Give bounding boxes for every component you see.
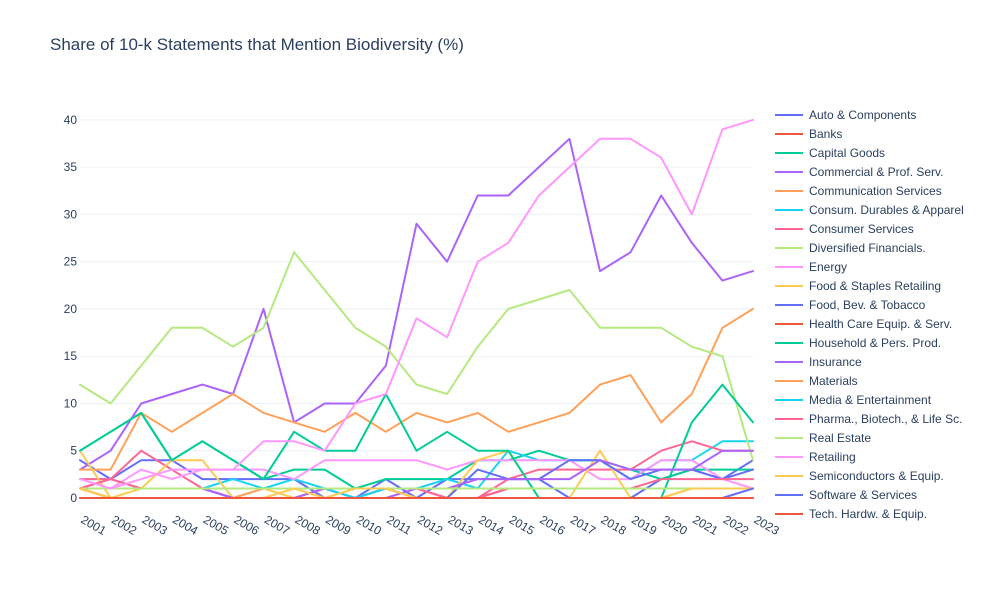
legend-item[interactable]: Food, Bev. & Tobacco [775, 298, 926, 312]
x-tick-label: 2010 [354, 512, 384, 538]
legend-item[interactable]: Commercial & Prof. Serv. [775, 165, 943, 179]
x-tick-label: 2017 [568, 512, 598, 538]
legend-item[interactable]: Energy [775, 260, 847, 274]
legend-item[interactable]: Consum. Durables & Apparel [775, 203, 964, 217]
series-line-4 [79, 307, 754, 471]
series-line-7 [79, 251, 754, 462]
x-tick-label: 2023 [752, 512, 782, 538]
x-tick-label: 2013 [446, 512, 476, 538]
series-line-14 [79, 487, 754, 499]
x-tick-label: 2012 [415, 512, 445, 538]
legend-label: Commercial & Prof. Serv. [809, 165, 943, 179]
legend-label: Household & Pers. Prod. [809, 336, 941, 350]
y-tick-label: 35 [64, 160, 78, 174]
x-tick-label: 2011 [384, 512, 414, 537]
legend-label: Food & Staples Retailing [809, 279, 941, 293]
legend-label: Auto & Components [809, 108, 916, 122]
legend-item[interactable]: Consumer Services [775, 222, 914, 236]
series-line-18 [79, 118, 754, 490]
legend-item[interactable]: Semiconductors & Equip. [775, 469, 944, 483]
legend-label: Real Estate [809, 431, 871, 445]
legend-item[interactable]: Capital Goods [775, 146, 885, 160]
x-tick-label: 2015 [507, 512, 537, 538]
y-tick-label: 30 [64, 207, 78, 221]
x-tick-label: 2019 [629, 512, 659, 538]
legend-label: Diversified Financials. [809, 241, 926, 255]
y-tick-label: 40 [64, 113, 78, 127]
legend[interactable]: Auto & Components Banks Capital Goods Comme… [775, 108, 964, 521]
legend-label: Materials [809, 374, 858, 388]
legend-item[interactable]: Materials [775, 374, 858, 388]
legend-item[interactable]: Food & Staples Retailing [775, 279, 941, 293]
x-tick-label: 2020 [660, 512, 690, 538]
legend-label: Software & Services [809, 488, 917, 502]
legend-item[interactable]: Health Care Equip. & Serv. [775, 317, 952, 331]
legend-label: Tech. Hardw. & Equip. [809, 507, 927, 521]
x-tick-label: 2008 [293, 512, 323, 538]
y-axis: 0 5 10 15 20 25 30 35 40 [64, 113, 78, 505]
legend-label: Capital Goods [809, 146, 885, 160]
gridlines [80, 119, 753, 499]
series-lines [79, 118, 754, 499]
legend-label: Semiconductors & Equip. [809, 469, 944, 483]
x-tick-label: 2022 [721, 512, 751, 538]
y-tick-label: 10 [64, 396, 78, 410]
x-tick-label: 2014 [476, 512, 506, 538]
legend-item[interactable]: Media & Entertainment [775, 393, 932, 407]
x-tick-label: 2007 [262, 512, 292, 538]
legend-label: Consum. Durables & Apparel [809, 203, 964, 217]
series-line-8 [79, 459, 754, 490]
x-tick-label: 2002 [109, 512, 139, 538]
legend-label: Energy [809, 260, 847, 274]
series-line-15 [79, 487, 754, 499]
y-tick-label: 15 [64, 349, 78, 363]
x-tick-label: 2004 [170, 512, 200, 538]
x-tick-label: 2003 [140, 512, 170, 538]
y-tick-label: 25 [64, 255, 78, 269]
legend-label: Health Care Equip. & Serv. [809, 317, 952, 331]
legend-item[interactable]: Household & Pers. Prod. [775, 336, 941, 350]
x-tick-label: 2016 [537, 512, 567, 538]
legend-item[interactable]: Pharma., Biotech., & Life Sc. [775, 412, 962, 426]
legend-label: Insurance [809, 355, 862, 369]
legend-item[interactable]: Retailing [775, 450, 856, 464]
legend-label: Food, Bev. & Tobacco [809, 298, 926, 312]
y-tick-label: 20 [64, 302, 78, 316]
legend-item[interactable]: Diversified Financials. [775, 241, 926, 255]
x-tick-label: 2005 [201, 512, 231, 538]
legend-item[interactable]: Insurance [775, 355, 862, 369]
x-tick-label: 2021 [690, 512, 720, 538]
x-tick-label: 2006 [231, 512, 261, 538]
legend-item[interactable]: Communication Services [775, 184, 942, 198]
legend-item[interactable]: Auto & Components [775, 108, 916, 122]
legend-label: Retailing [809, 450, 856, 464]
chart-title: Share of 10-k Statements that Mention Bi… [50, 35, 464, 54]
series-line-1 [79, 487, 754, 499]
legend-label: Communication Services [809, 184, 942, 198]
legend-item[interactable]: Real Estate [775, 431, 871, 445]
x-axis: 2001 2002 2003 2004 2005 2006 2007 2008 2009 2010… [79, 512, 782, 538]
x-tick-label: 2018 [599, 512, 629, 538]
y-tick-label: 0 [70, 491, 77, 505]
series-line-20 [79, 487, 754, 499]
legend-item[interactable]: Banks [775, 127, 842, 141]
legend-label: Consumer Services [809, 222, 914, 236]
legend-item[interactable]: Tech. Hardw. & Equip. [775, 507, 927, 521]
y-tick-label: 5 [70, 444, 77, 458]
series-line-3 [79, 137, 754, 471]
series-line-19 [79, 487, 754, 499]
legend-label: Pharma., Biotech., & Life Sc. [809, 412, 962, 426]
legend-item[interactable]: Software & Services [775, 488, 917, 502]
series-line-11 [79, 487, 754, 499]
legend-label: Banks [809, 127, 842, 141]
x-tick-label: 2001 [79, 512, 109, 538]
x-tick-label: 2009 [323, 512, 353, 538]
legend-label: Media & Entertainment [809, 393, 932, 407]
